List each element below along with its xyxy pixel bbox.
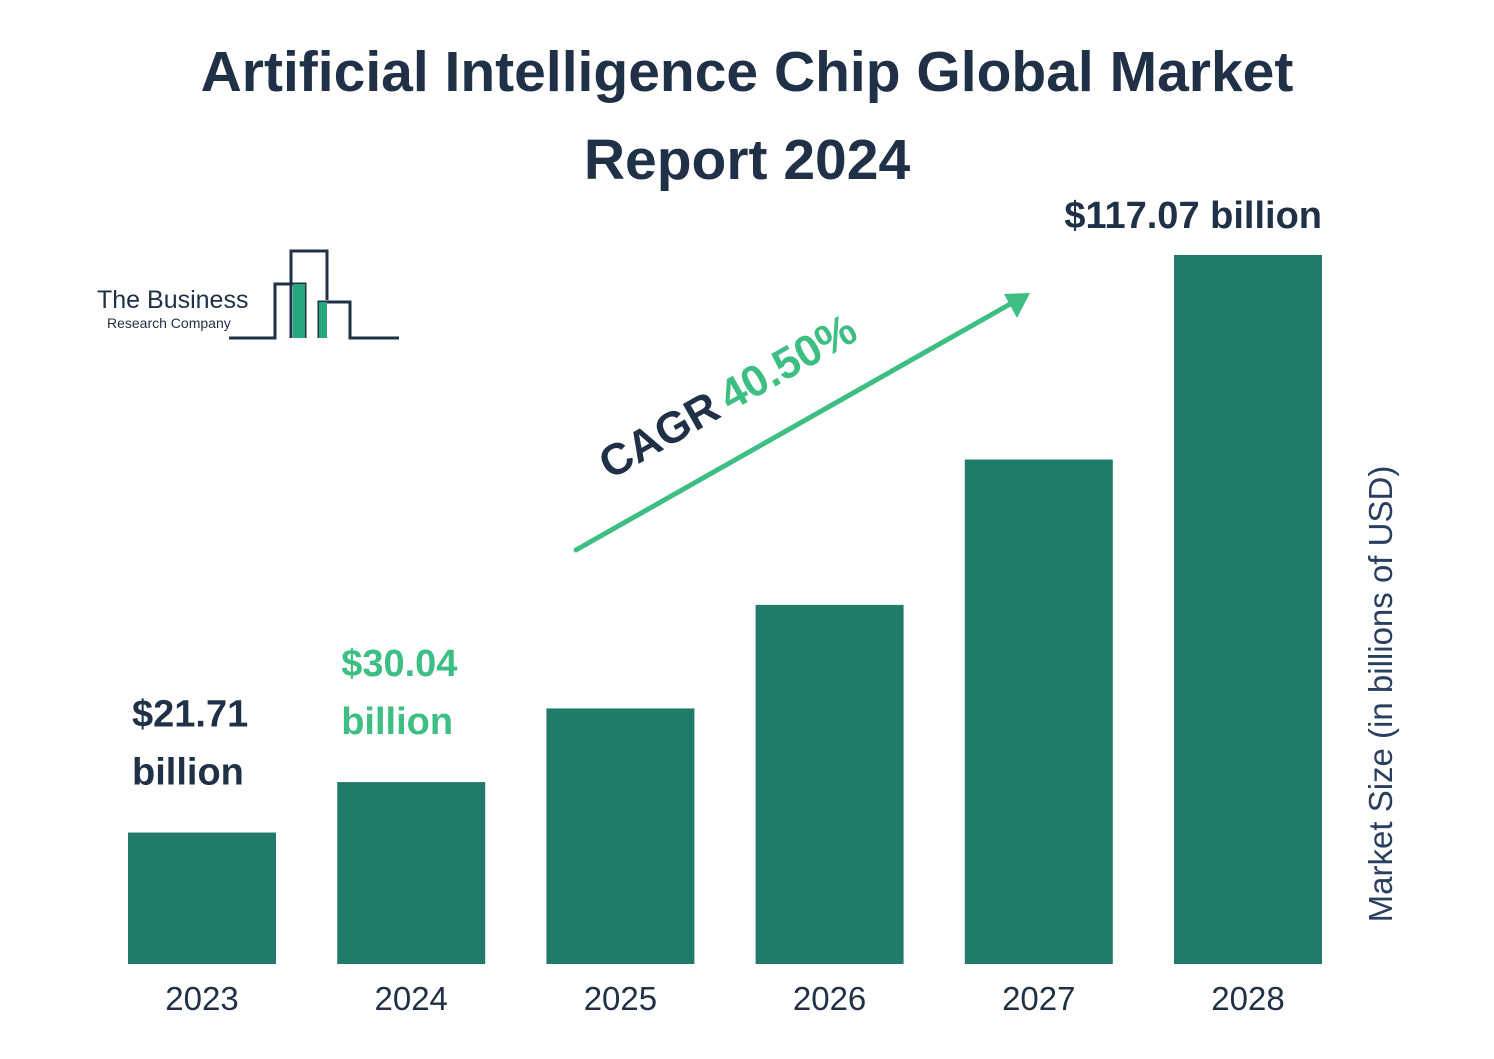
y-axis-label: Market Size (in billions of USD)	[1362, 466, 1399, 923]
data-label-2024: $30.04	[341, 643, 457, 685]
x-tick-label-2025: 2025	[584, 980, 657, 1017]
x-tick-label-2024: 2024	[374, 980, 447, 1017]
logo-buildings-icon	[229, 249, 399, 340]
bar-2025	[546, 708, 695, 964]
data-label-2023: billion	[132, 752, 244, 794]
cagr-value: 40.50%	[711, 305, 865, 421]
data-label-2024: billion	[341, 701, 453, 743]
bar-2023	[128, 832, 276, 964]
data-label-2023: $21.71	[132, 694, 248, 736]
bar-2027	[964, 459, 1113, 964]
x-tick-label-2023: 2023	[165, 980, 238, 1017]
x-tick-label-2027: 2027	[1002, 980, 1075, 1017]
data-label-2028: $117.07 billion	[1064, 195, 1322, 237]
bar-2028	[1174, 255, 1322, 964]
x-tick-label-2028: 2028	[1211, 980, 1284, 1017]
logo-name: The Business	[97, 286, 249, 314]
company-logo: The Business Research Company	[95, 248, 405, 343]
cagr-arrow	[573, 300, 1015, 553]
x-tick-label-2026: 2026	[793, 980, 866, 1017]
logo-subtitle: Research Company	[107, 315, 231, 331]
cagr-arrowhead-icon	[1004, 293, 1030, 318]
chart-title: Artificial Intelligence Chip Global Mark…	[200, 40, 1294, 192]
bar-2024	[337, 782, 486, 964]
bar-2026	[755, 604, 904, 964]
cagr-label: CAGR	[591, 382, 728, 488]
